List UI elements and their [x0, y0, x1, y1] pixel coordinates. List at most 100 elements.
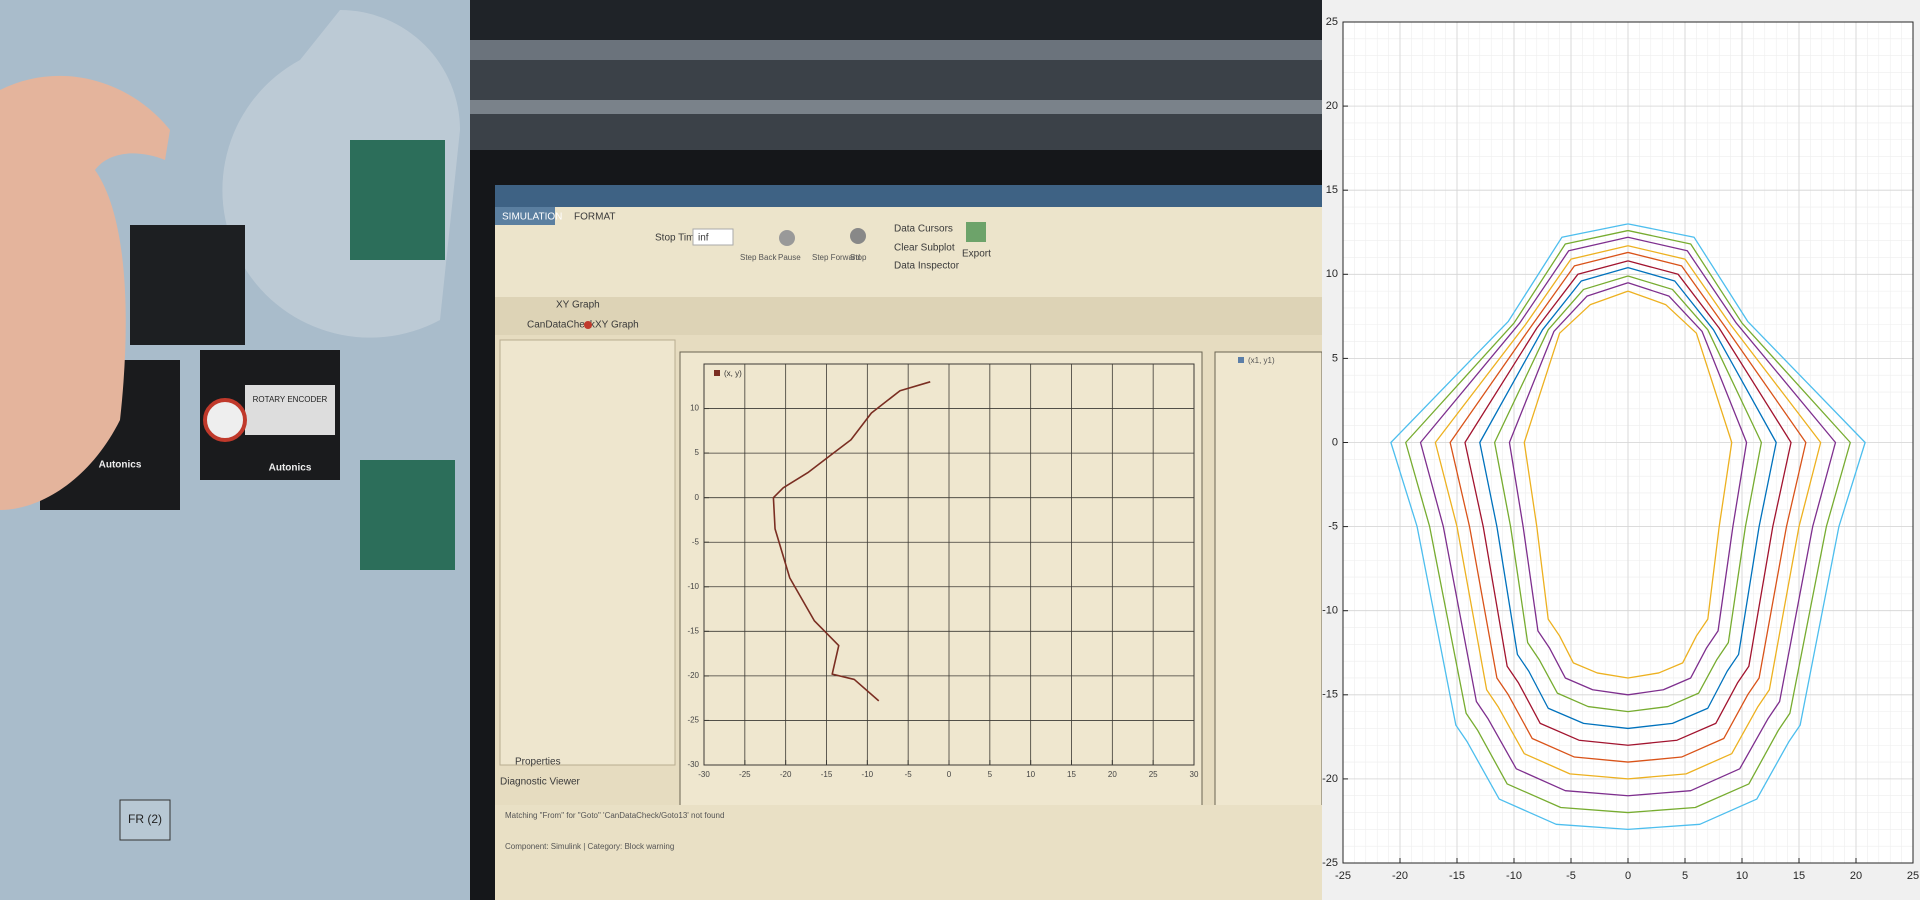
y-tick-label: 25	[1326, 16, 1338, 28]
series-line	[1479, 266, 1777, 730]
label: Stop Time	[655, 233, 700, 244]
brand: Autonics	[99, 460, 142, 471]
diagnostic-area	[495, 805, 1322, 900]
message: Matching "From" for "Goto" 'CanDataCheck…	[505, 811, 724, 820]
x-tick-label: 10	[1736, 870, 1748, 882]
tag	[119, 799, 171, 841]
series-line	[1508, 282, 1748, 696]
plot-window	[679, 351, 1203, 813]
tab[interactable]: XY Graph	[556, 300, 600, 311]
button-label[interactable]: Step Forward	[812, 253, 860, 262]
stop-icon[interactable]	[850, 228, 866, 244]
x-tick-label: -20	[1392, 870, 1408, 882]
ceiling	[360, 0, 1322, 40]
y-tick-label: -20	[1322, 773, 1338, 785]
legend-label: (x1, y1)	[1248, 356, 1275, 365]
y-tick-label: 5	[695, 448, 700, 457]
x-tick-label: 5	[1682, 870, 1688, 882]
button-label[interactable]: Step Back	[740, 253, 777, 262]
breadcrumb[interactable]: XY Graph	[595, 320, 639, 331]
brand: Autonics	[269, 463, 312, 474]
input-box[interactable]	[692, 228, 734, 246]
button-label[interactable]: Data Cursors	[894, 224, 953, 235]
second-plot-window	[1214, 351, 1323, 813]
y-tick-label: -15	[1322, 689, 1338, 701]
x-tick-label: -15	[821, 770, 833, 779]
x-tick-label: -5	[905, 770, 913, 779]
y-tick-label: 0	[1332, 436, 1338, 448]
y-tick-label: -30	[687, 760, 699, 769]
y-tick-label: 15	[1326, 184, 1338, 196]
x-tick-label: -30	[698, 770, 710, 779]
button-label[interactable]: Pause	[778, 253, 801, 262]
x-tick-label: 25	[1907, 870, 1919, 882]
tab[interactable]: FORMAT	[574, 212, 615, 223]
button-label[interactable]: Stop	[850, 253, 867, 262]
x-tick-label: 5	[988, 770, 993, 779]
x-tick-label: -20	[780, 770, 792, 779]
y-tick-label: -10	[687, 582, 699, 591]
button-label[interactable]: Export	[962, 249, 991, 260]
x-tick-label: -25	[1335, 870, 1351, 882]
tab[interactable]: SIMULATION	[502, 212, 562, 223]
x-tick-label: 0	[1625, 870, 1631, 882]
x-tick-label: 0	[947, 770, 952, 779]
block-icon	[584, 321, 592, 329]
y-tick-label: -15	[687, 626, 699, 635]
pause-icon[interactable]	[779, 230, 795, 246]
series-line	[1493, 275, 1763, 713]
x-tick-label: 30	[1190, 770, 1199, 779]
series-line	[1419, 236, 1837, 797]
active-tab	[495, 207, 555, 225]
input-value[interactable]: inf	[698, 233, 709, 244]
y-tick-label: 20	[1326, 100, 1338, 112]
series-line	[1449, 251, 1807, 763]
y-tick-label: 5	[1332, 352, 1338, 364]
toolstrip	[495, 207, 1322, 297]
series-line	[1464, 260, 1792, 746]
x-tick-label: 20	[1108, 770, 1117, 779]
button-label[interactable]: Data Inspector	[894, 261, 960, 272]
x-tick-label: -5	[1566, 870, 1576, 882]
y-tick-label: 0	[695, 493, 700, 502]
x-tick-label: -10	[1506, 870, 1522, 882]
section[interactable]: Properties	[515, 757, 561, 768]
x-tick-label: 10	[1026, 770, 1035, 779]
y-tick-label: -10	[1322, 605, 1338, 617]
x-tick-label: -15	[1449, 870, 1465, 882]
shelf-rail	[470, 40, 1322, 60]
x-tick-label: 15	[1793, 870, 1805, 882]
breadcrumb[interactable]: CanDataCheck	[527, 320, 596, 331]
export-icon[interactable]	[966, 222, 986, 242]
bracket	[130, 225, 245, 345]
shelf-rail	[470, 100, 1322, 114]
y-tick-label: 10	[1326, 268, 1338, 280]
legend-swatch	[1238, 357, 1244, 363]
series-line	[1405, 229, 1851, 814]
tag-text: FR (2)	[128, 812, 162, 826]
message: Component: Simulink | Category: Block wa…	[505, 842, 674, 851]
signal-panel	[499, 339, 676, 766]
sensor	[360, 460, 455, 570]
y-tick-label: -5	[1328, 521, 1338, 533]
encoder-label	[245, 385, 335, 435]
x-tick-label: -10	[862, 770, 874, 779]
axes-frame	[1342, 21, 1914, 864]
sensor	[350, 140, 445, 260]
x-tick-label: 25	[1149, 770, 1158, 779]
x-tick-label: 20	[1850, 870, 1862, 882]
section[interactable]: Diagnostic Viewer	[500, 777, 581, 788]
y-tick-label: -25	[1322, 857, 1338, 869]
x-tick-label: -25	[739, 770, 751, 779]
y-tick-label: -20	[687, 671, 699, 680]
window-titlebar	[495, 185, 1322, 207]
y-tick-label: -25	[687, 716, 699, 725]
series-line	[1523, 290, 1733, 679]
warning-sticker	[203, 398, 247, 442]
button-label[interactable]: Clear Subplot	[894, 243, 955, 254]
y-tick-label: -5	[692, 537, 700, 546]
y-tick-label: 10	[690, 404, 699, 413]
legend-swatch	[714, 370, 720, 376]
